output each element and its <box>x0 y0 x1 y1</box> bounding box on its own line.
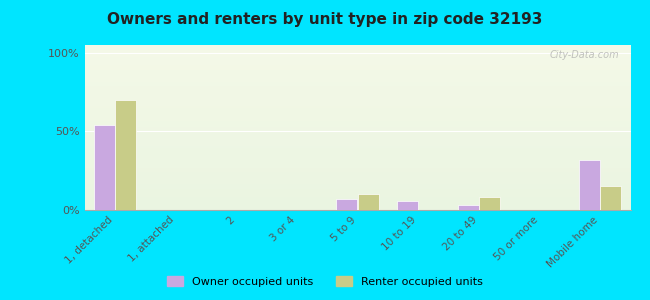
Text: Owners and renters by unit type in zip code 32193: Owners and renters by unit type in zip c… <box>107 12 543 27</box>
Bar <box>358 194 379 210</box>
Text: City-Data.com: City-Data.com <box>550 50 619 60</box>
Bar <box>336 199 358 210</box>
Bar <box>600 186 621 210</box>
Legend: Owner occupied units, Renter occupied units: Owner occupied units, Renter occupied un… <box>162 272 488 291</box>
Bar <box>94 125 115 210</box>
Bar <box>397 201 418 210</box>
Bar <box>458 205 479 210</box>
Bar <box>479 197 500 210</box>
Bar <box>579 160 600 210</box>
Bar <box>115 100 136 210</box>
